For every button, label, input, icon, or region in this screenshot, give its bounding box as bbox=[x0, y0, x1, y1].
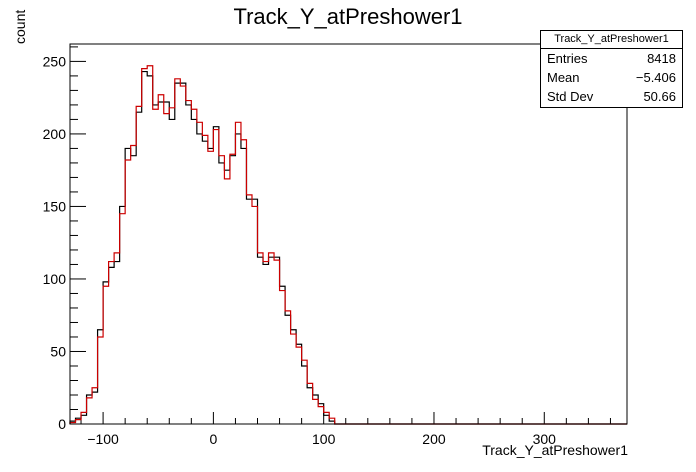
y-tick-label: 0 bbox=[58, 416, 66, 432]
stats-label: Std Dev bbox=[547, 89, 594, 104]
series-layer bbox=[69, 65, 627, 425]
stats-row-stddev: Std Dev 50.66 bbox=[541, 87, 682, 106]
x-tick-label: 0 bbox=[209, 431, 217, 447]
stats-row-mean: Mean −5.406 bbox=[541, 68, 682, 87]
axis-ticks bbox=[70, 46, 611, 425]
y-tick-label: 100 bbox=[43, 271, 67, 287]
chart-title: Track_Y_atPreshower1 bbox=[233, 4, 463, 29]
x-tick-label: 100 bbox=[312, 431, 336, 447]
y-axis-label: count bbox=[12, 9, 28, 44]
stats-box: Track_Y_atPreshower1 Entries 8418 Mean −… bbox=[540, 30, 683, 108]
x-tick-label: 200 bbox=[422, 431, 446, 447]
histogram-series-0 bbox=[69, 70, 627, 425]
stats-value: 50.66 bbox=[643, 89, 676, 104]
y-tick-label: 150 bbox=[43, 198, 67, 214]
plot-frame bbox=[69, 43, 628, 425]
stats-value: 8418 bbox=[647, 51, 676, 66]
y-tick-label: 50 bbox=[50, 343, 66, 359]
histogram-series-1 bbox=[69, 65, 627, 425]
x-tick-label: −100 bbox=[87, 431, 119, 447]
stats-label: Mean bbox=[547, 70, 580, 85]
stats-value: −5.406 bbox=[635, 70, 676, 85]
stats-box-title: Track_Y_atPreshower1 bbox=[541, 31, 682, 49]
y-tick-label: 200 bbox=[43, 126, 67, 142]
y-tick-label: 250 bbox=[43, 53, 67, 69]
stats-row-entries: Entries 8418 bbox=[541, 49, 682, 68]
x-axis-label: Track_Y_atPreshower1 bbox=[482, 442, 628, 458]
stats-label: Entries bbox=[547, 51, 588, 66]
x-tick-label: 300 bbox=[533, 431, 557, 447]
tick-labels: −100 0 100 200 300 0 50 100 150 200 250 bbox=[43, 53, 557, 447]
